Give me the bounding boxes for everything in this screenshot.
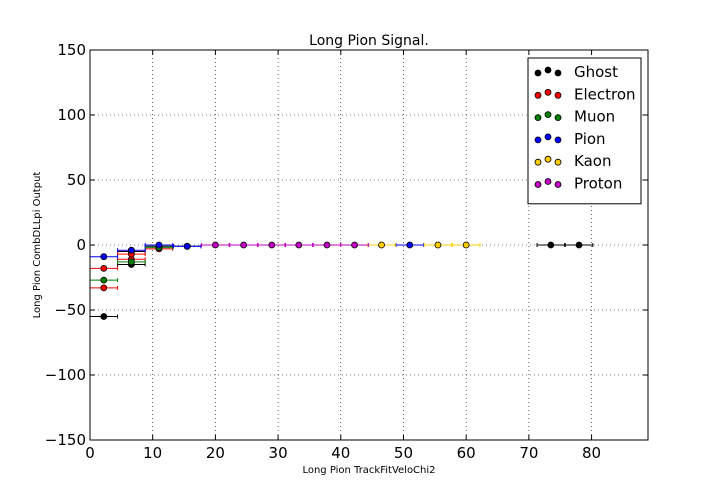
x-tick-label: 20 bbox=[206, 444, 225, 462]
proton-point bbox=[268, 241, 276, 249]
proton-point bbox=[240, 241, 248, 249]
proton-point bbox=[295, 241, 303, 249]
ghost-point bbox=[100, 313, 108, 320]
legend-marker-proton bbox=[554, 181, 562, 188]
pion-point bbox=[183, 242, 191, 250]
legend-label-kaon: Kaon bbox=[574, 152, 611, 170]
legend-marker-ghost bbox=[534, 69, 542, 77]
y-tick-label: 0 bbox=[76, 236, 86, 254]
y-tick-label: −150 bbox=[45, 431, 86, 449]
legend-marker-proton bbox=[544, 178, 552, 185]
legend-marker-kaon bbox=[534, 158, 542, 166]
legend-marker-muon bbox=[534, 114, 542, 121]
y-tick-label: 150 bbox=[57, 41, 86, 59]
legend-marker-ghost bbox=[544, 66, 552, 74]
legend: Ghost Electron Muon Pion Kaon Proton bbox=[527, 57, 642, 205]
legend-marker-kaon bbox=[554, 158, 562, 166]
x-tick-label: 10 bbox=[143, 444, 162, 462]
x-tick-label: 40 bbox=[331, 444, 350, 462]
proton-point bbox=[351, 241, 358, 249]
legend-marker-pion bbox=[534, 136, 542, 144]
x-tick-label: 60 bbox=[457, 444, 476, 462]
kaon-point bbox=[378, 241, 385, 249]
ticks-layer: 0 10 20 30 40 50 60 70 80 −150 −100 −50 0 50 100 150 bbox=[45, 41, 648, 462]
electron-point bbox=[100, 284, 108, 292]
x-axis-label: Long Pion TrackFitVeloChi2 bbox=[302, 465, 435, 476]
legend-label-muon: Muon bbox=[574, 108, 615, 126]
legend-marker-electron bbox=[534, 91, 542, 99]
pion-point bbox=[406, 241, 414, 249]
data-layer bbox=[89, 241, 594, 320]
legend-label-ghost: Ghost bbox=[574, 63, 618, 81]
muon-point bbox=[100, 276, 108, 284]
legend-marker-pion bbox=[544, 133, 552, 141]
kaon-point bbox=[434, 241, 442, 249]
legend-marker-muon bbox=[554, 114, 562, 121]
proton-point bbox=[323, 241, 331, 249]
y-axis-label: Long Pion CombDLLpi Output bbox=[32, 172, 43, 319]
x-tick-label: 50 bbox=[394, 444, 413, 462]
legend-marker-pion bbox=[554, 136, 562, 144]
legend-marker-electron bbox=[554, 91, 562, 99]
electron-point bbox=[100, 264, 108, 272]
legend-marker-ghost bbox=[554, 69, 562, 77]
x-tick-label: 80 bbox=[582, 444, 601, 462]
legend-label-proton: Proton bbox=[574, 175, 622, 193]
pion-point bbox=[100, 253, 108, 261]
x-tick-label: 0 bbox=[85, 444, 95, 462]
legend-marker-muon bbox=[544, 111, 552, 118]
y-tick-label: 100 bbox=[57, 106, 86, 124]
legend-label-pion: Pion bbox=[574, 130, 606, 148]
y-tick-label: 50 bbox=[67, 171, 86, 189]
pion-point bbox=[155, 241, 163, 249]
x-tick-label: 30 bbox=[269, 444, 288, 462]
y-tick-label: −100 bbox=[45, 366, 86, 384]
legend-marker-electron bbox=[544, 88, 552, 96]
ghost-point bbox=[547, 241, 555, 249]
legend-marker-proton bbox=[534, 181, 542, 188]
x-tick-label: 70 bbox=[519, 444, 538, 462]
kaon-point bbox=[462, 241, 470, 249]
chart-title: Long Pion Signal. bbox=[309, 33, 429, 49]
proton-point bbox=[211, 241, 219, 249]
muon-point bbox=[127, 258, 135, 266]
legend-label-electron: Electron bbox=[574, 85, 636, 103]
y-tick-label: −50 bbox=[54, 301, 86, 319]
pion-point bbox=[127, 246, 135, 254]
legend-marker-kaon bbox=[544, 155, 552, 163]
ghost-point bbox=[575, 241, 583, 249]
